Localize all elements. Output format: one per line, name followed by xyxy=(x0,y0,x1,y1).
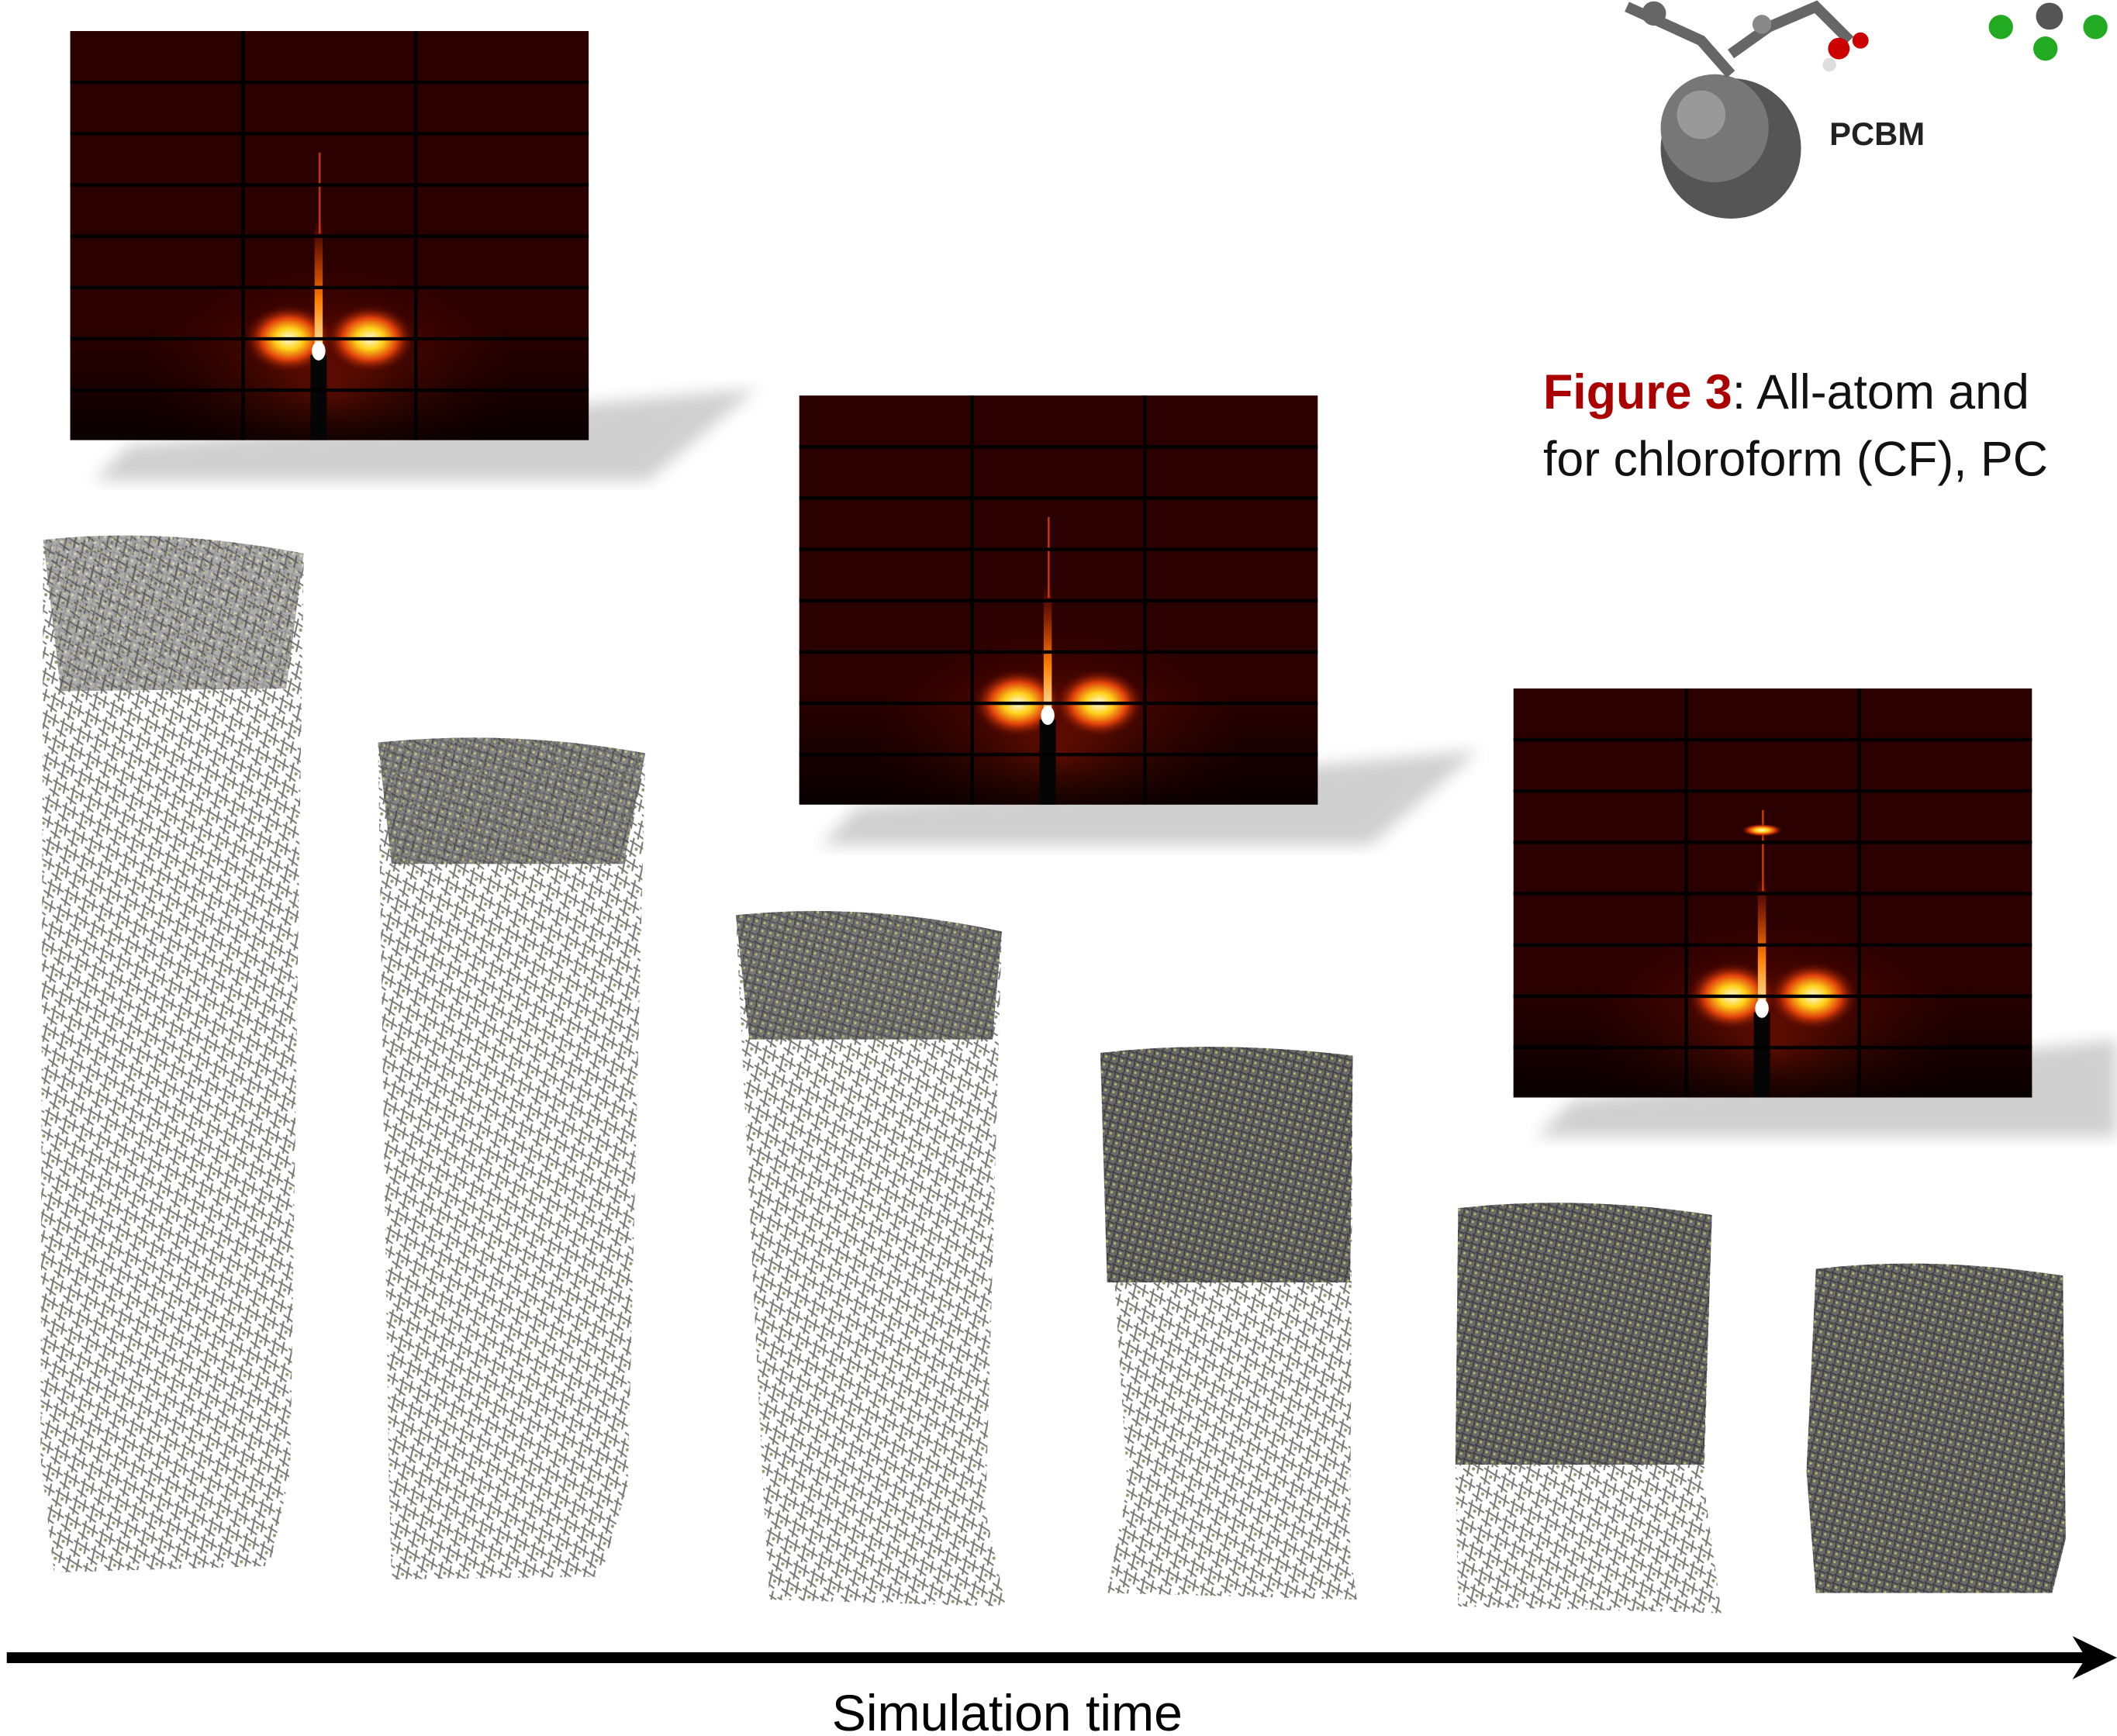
scattering-image xyxy=(1514,689,2117,1137)
page: PCBM Figure 3: All-atom and for chlorofo… xyxy=(0,0,2117,1736)
scattering-image xyxy=(799,395,1479,845)
molecule-label: PCBM xyxy=(1829,116,1925,152)
caption-label: Figure 3 xyxy=(1543,365,1732,419)
axis-label: Simulation time xyxy=(832,1685,1183,1736)
caption-line: Figure 3: All-atom and xyxy=(1543,365,2029,419)
caption-text: : All-atom and xyxy=(1732,365,2029,419)
time-arrow xyxy=(7,1636,2117,1679)
figure: PCBM Figure 3: All-atom and for chlorofo… xyxy=(0,0,2117,1736)
molecule-illustration xyxy=(1627,2,2108,219)
scattering-image xyxy=(71,31,756,481)
caption-line: for chloroform (CF), PC xyxy=(1543,433,2048,487)
